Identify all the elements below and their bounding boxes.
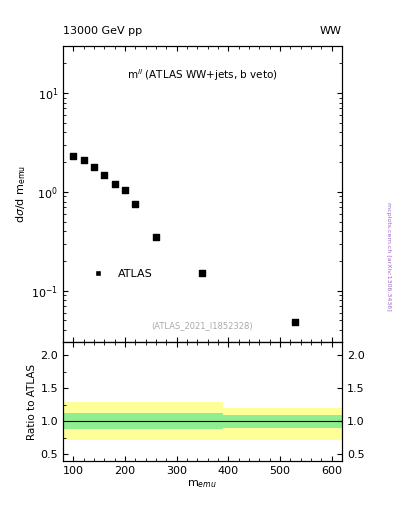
Point bbox=[292, 318, 299, 326]
X-axis label: m$_{emu}$: m$_{emu}$ bbox=[187, 478, 217, 490]
Point bbox=[91, 163, 97, 171]
Text: (ATLAS_2021_I1852328): (ATLAS_2021_I1852328) bbox=[152, 322, 253, 330]
Y-axis label: d$\sigma$/d m$_{\rm emu}$: d$\sigma$/d m$_{\rm emu}$ bbox=[15, 165, 28, 223]
Text: m$^{ll}$ (ATLAS WW+jets, b veto): m$^{ll}$ (ATLAS WW+jets, b veto) bbox=[127, 67, 278, 82]
Text: WW: WW bbox=[320, 26, 342, 36]
Point bbox=[81, 156, 87, 164]
Point bbox=[70, 152, 76, 160]
Legend: ATLAS: ATLAS bbox=[83, 265, 157, 284]
Text: 13000 GeV pp: 13000 GeV pp bbox=[63, 26, 142, 36]
Point bbox=[199, 269, 206, 278]
Point bbox=[132, 200, 138, 208]
Point bbox=[153, 233, 159, 241]
Y-axis label: Ratio to ATLAS: Ratio to ATLAS bbox=[28, 364, 37, 440]
Text: mcplots.cern.ch [arXiv:1306.3436]: mcplots.cern.ch [arXiv:1306.3436] bbox=[386, 202, 391, 310]
Point bbox=[122, 186, 128, 194]
Point bbox=[111, 180, 118, 188]
Point bbox=[101, 170, 107, 179]
